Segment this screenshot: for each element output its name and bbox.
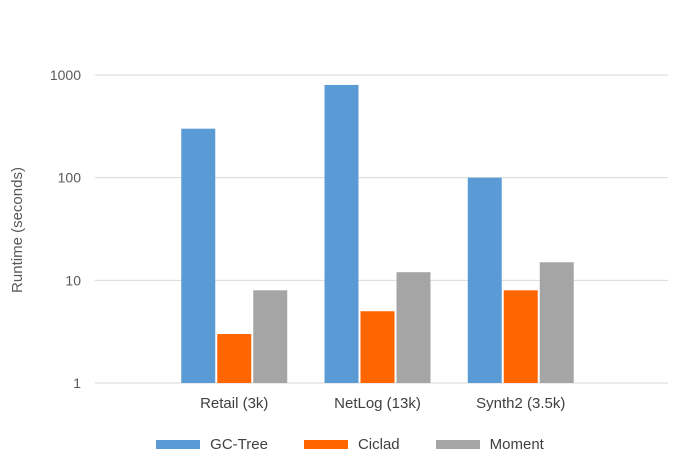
legend-item-moment: Moment xyxy=(435,436,544,453)
bar-gc-tree-netlog-13k xyxy=(324,84,359,383)
bar-moment-retail-3k xyxy=(253,290,288,383)
legend-swatch-ciclad xyxy=(303,440,348,449)
legend-label-ciclad: Ciclad xyxy=(357,436,400,453)
runtime-chart: 1 10 100 1000 Retail (3k) NetLog (13k) Synth2… xyxy=(9,67,668,412)
legend-swatch-moment xyxy=(435,440,480,449)
x-tick-label: Retail (3k) xyxy=(200,395,268,412)
bar-ciclad-netlog-13k xyxy=(360,311,395,383)
bar-moment-synth2-3-5k xyxy=(539,262,574,383)
legend-item-ciclad: Ciclad xyxy=(303,436,400,453)
legend-item-gc-tree: GC-Tree xyxy=(156,436,268,453)
x-tick-label: Synth2 (3.5k) xyxy=(476,395,565,412)
legend-swatch-gc-tree xyxy=(156,440,201,449)
legend: GC-Tree Ciclad Moment xyxy=(0,436,700,453)
x-tick-label: NetLog (13k) xyxy=(334,395,421,412)
y-tick-label: 10 xyxy=(65,272,81,288)
bar-gc-tree-synth2-3-5k xyxy=(467,177,502,383)
y-tick-label: 1000 xyxy=(50,67,81,83)
bar-ciclad-retail-3k xyxy=(217,334,252,383)
bar-moment-netlog-13k xyxy=(396,272,431,383)
y-tick-label: 1 xyxy=(73,375,81,391)
legend-label-moment: Moment xyxy=(489,436,544,453)
y-axis-label: Runtime (seconds) xyxy=(9,167,26,293)
y-tick-label: 100 xyxy=(58,170,82,186)
bar-gc-tree-retail-3k xyxy=(181,128,216,383)
bar-ciclad-synth2-3-5k xyxy=(503,290,538,383)
legend-label-gc-tree: GC-Tree xyxy=(210,436,268,453)
